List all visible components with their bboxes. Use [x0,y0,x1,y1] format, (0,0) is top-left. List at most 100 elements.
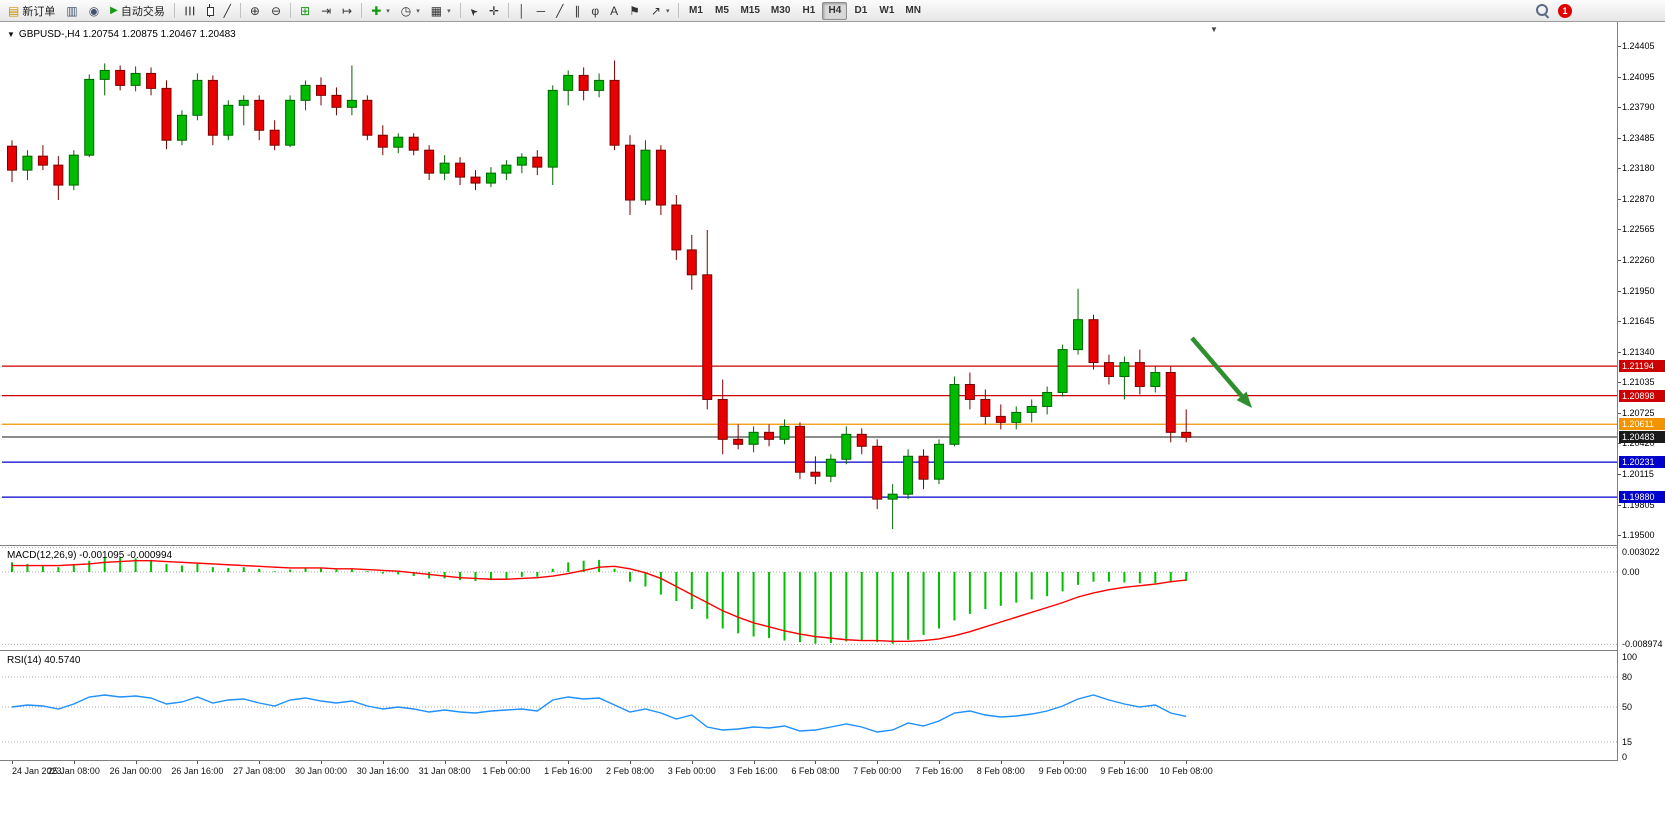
crosshair-icon: ✛ [489,3,500,18]
time-axis-tick [568,761,570,764]
bar-chart-button[interactable]: ☰ [179,1,200,20]
auto-scroll-button[interactable]: ⇥ [316,1,336,20]
price-tag-1.19880[interactable]: 1.19880 [1619,491,1665,504]
tile-windows-button[interactable]: ⊞ [295,1,315,20]
cursor-button[interactable]: ➤ [465,1,483,20]
chart-ohlc-title: GBPUSD-,H4 1.20754 1.20875 1.20467 1.204… [18,29,236,40]
timeframe-button-m30[interactable]: M30 [766,2,795,20]
price-tag-1.20898[interactable]: 1.20898 [1619,389,1665,402]
bid-price-tag[interactable]: 1.20483 [1619,431,1665,444]
timeframe-button-mn[interactable]: MN [900,2,926,20]
channel-button[interactable]: ∥ [569,1,585,20]
timeframe-button-m5[interactable]: M5 [709,2,734,20]
zoom-out-button[interactable]: ⊖ [266,1,286,20]
price-axis-label: 1.23790 [1622,102,1655,113]
timeframe-button-h4[interactable]: H4 [822,1,848,20]
horizontal-line-button[interactable]: ─ [532,1,551,20]
price-axis-label: 1.24405 [1622,41,1655,51]
template-icon: ▦ [430,3,443,18]
price-axis-tick [1618,229,1621,231]
panel-divider[interactable] [0,760,1665,761]
price-axis-tick [1618,381,1621,383]
fibonacci-button[interactable]: φ [586,1,604,20]
toolbar-separator [361,3,363,18]
macd-panel[interactable] [2,546,1617,650]
toolbar-right-group: 1 [1535,3,1662,18]
panel-divider[interactable] [0,545,1665,546]
time-axis-label: 25 Jan 08:00 [47,766,100,776]
main-price-chart[interactable] [2,24,1617,545]
chart-collapse-icon[interactable]: ▼ [7,30,15,39]
autotrading-button[interactable]: ▶ 自动交易 [105,1,170,20]
vertical-line-button[interactable]: │ [513,1,531,20]
timeframe-button-w1[interactable]: W1 [874,2,899,20]
autotrading-play-icon: ▶ [110,4,118,16]
text-label-button[interactable]: ⚑ [624,1,645,20]
arrow-tools-button[interactable]: ↗ [646,1,675,20]
time-axis-tick [444,761,446,764]
price-axis-tick [1618,412,1621,414]
chart-shift-marker[interactable]: ▼ [1210,25,1218,34]
time-axis-label: 30 Jan 00:00 [294,766,348,776]
panel-divider[interactable] [0,650,1665,651]
price-axis-label: 1.20420 [1622,438,1655,449]
rsi-panel[interactable] [2,651,1617,760]
zoom-in-button[interactable]: ⊕ [245,1,265,20]
text-button[interactable]: A [605,1,623,20]
time-axis-label: 2 Feb 08:00 [605,766,655,776]
price-axis[interactable]: 1.24405 1.24095 1.23790 1.23485 1.23180 1.228… [1617,22,1665,762]
alerts-button[interactable]: ◉ [84,1,104,20]
toolbar-separator [508,3,510,18]
template-button[interactable]: ▦ [426,1,456,20]
rsi-line [11,694,1187,733]
price-axis-label: 1.20115 [1622,468,1654,479]
time-axis-tick [506,761,508,764]
notification-badge[interactable]: 1 [1558,3,1572,18]
chart-window-button[interactable]: ▥ [61,1,82,20]
rsi-axis-label: 50 [1622,702,1633,712]
timeframe-button-d1[interactable]: D1 [848,2,873,20]
trendline-button[interactable]: ╱ [551,1,568,20]
candlesticks [7,60,1192,530]
price-axis-tick [1618,535,1621,537]
chart-title: ▼ GBPUSD-,H4 1.20754 1.20875 1.20467 1.2… [7,29,236,40]
price-tag-1.20231[interactable]: 1.20231 [1619,456,1665,469]
price-axis-tick [1618,46,1621,47]
candlestick-chart-button[interactable] [201,1,218,20]
rsi-axis-label: 80 [1622,672,1633,682]
timeframe-button-m15[interactable]: M15 [735,2,764,20]
timeframe-button-h1[interactable]: H1 [796,2,821,20]
price-axis-tick [1618,199,1621,201]
periods-button[interactable]: ◷ [396,1,425,20]
chart-window: ▼ GBPUSD-,H4 1.20754 1.20875 1.20467 1.2… [0,22,1665,832]
price-tag-1.20611[interactable]: 1.20611 [1619,418,1665,431]
time-axis-tick [135,761,137,764]
time-axis[interactable]: 24 Jan 2023 25 Jan 08:00 26 Jan 00:00 26 Ja… [0,761,1665,781]
price-axis-label: 1.20725 [1622,407,1655,418]
time-axis-label: 24 Jan 2023 [12,766,62,776]
price-axis-tick [1618,76,1621,78]
price-tag-1.21194[interactable]: 1.21194 [1619,360,1665,373]
toolbar-separator [290,3,291,18]
search-icon[interactable] [1535,3,1550,18]
price-axis-label: 1.19500 [1622,530,1655,541]
price-axis-label: 1.22260 [1622,254,1655,265]
price-axis-tick [1618,504,1621,506]
price-axis-tick [1618,168,1621,170]
timeframe-button-m1[interactable]: M1 [683,2,708,20]
price-axis-label: 1.21950 [1622,285,1655,296]
chart-window-icon: ▥ [66,3,78,18]
new-order-button[interactable]: ▤ 新订单 [3,1,60,20]
crosshair-button[interactable]: ✛ [484,1,504,20]
line-chart-button[interactable]: ╱ [219,1,236,20]
bar-chart-icon: ☰ [182,5,197,16]
trend-arrow[interactable] [1190,336,1244,398]
time-axis-tick [382,761,384,764]
rsi-axis-label: 15 [1622,737,1633,747]
chart-shift-button[interactable]: ↦ [337,1,357,20]
time-axis-label: 26 Jan 00:00 [109,766,162,776]
autotrading-label: 自动交易 [120,5,165,18]
price-axis-tick [1618,351,1621,353]
price-axis-label: 1.19805 [1622,499,1655,510]
indicators-button[interactable]: ✚ [366,1,395,20]
